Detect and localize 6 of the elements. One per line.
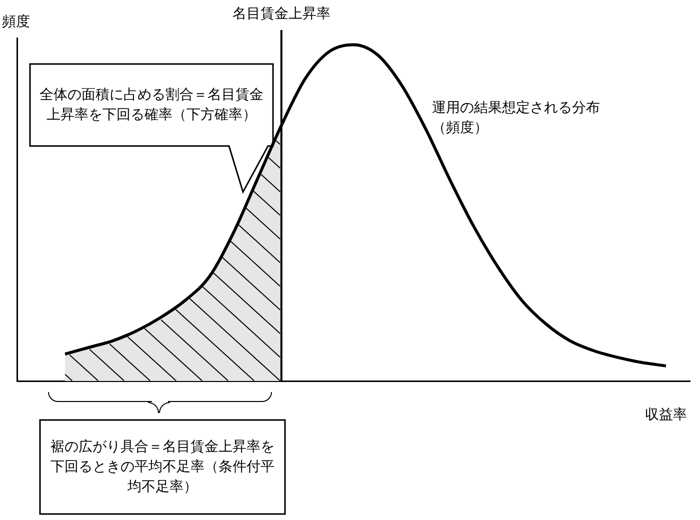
- text: 裾の広がり具合＝名目賃金上昇率を下回るときの平均不足率（条件付平均不足率）: [50, 438, 276, 497]
- annotation: 運用の結果想定される分布（頻度）: [432, 100, 600, 136]
- text: 名目賃金上昇率: [232, 6, 330, 22]
- y-axis-title: 頻度: [2, 14, 30, 30]
- annotation: 全体の面積に占める割合＝名目賃金上昇率を下回る確率（下方確率）: [38, 86, 264, 125]
- x-axis-title: 収益率: [645, 407, 687, 423]
